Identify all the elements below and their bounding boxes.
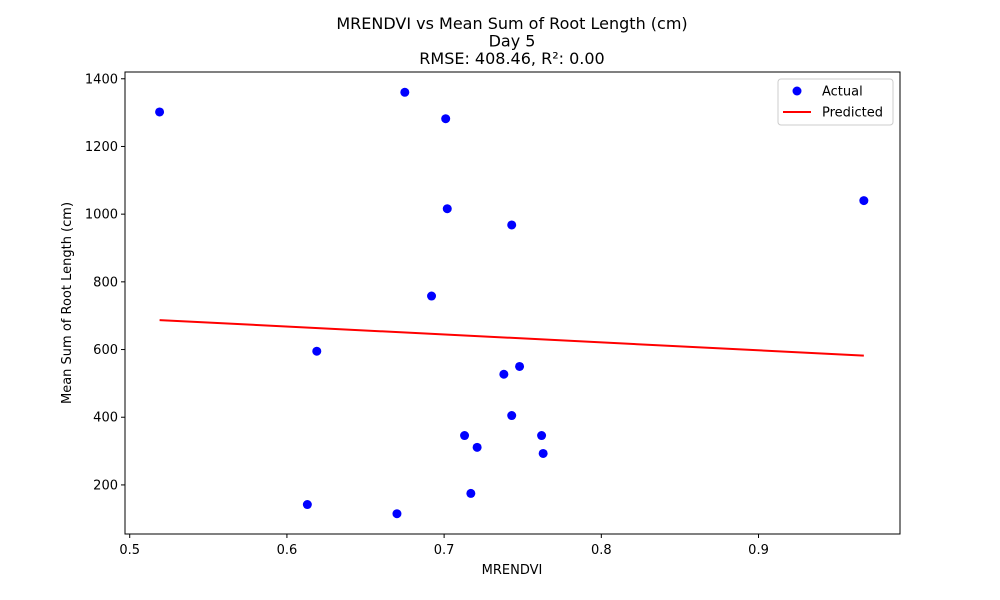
actual-data-point: [427, 291, 437, 301]
actual-data-point: [312, 346, 322, 356]
x-tick-label: 0.5: [119, 543, 140, 558]
y-tick-label: 1000: [85, 208, 118, 223]
predicted-line: [159, 319, 864, 357]
legend-marker-actual: [792, 86, 802, 96]
actual-data-point: [441, 114, 451, 124]
actual-data-point: [537, 431, 547, 441]
actual-data-point: [499, 369, 509, 379]
legend-box: [777, 78, 894, 126]
actual-data-point: [466, 488, 476, 498]
actual-data-point: [460, 431, 470, 441]
actual-data-point: [515, 361, 525, 371]
chart-title-line: Day 5: [489, 32, 536, 51]
actual-data-point: [392, 509, 402, 519]
x-tick-label: 0.6: [277, 543, 298, 558]
legend-label: Actual: [822, 85, 863, 100]
actual-data-point: [507, 411, 517, 421]
series-layer: [155, 87, 869, 519]
x-tick-label: 0.9: [748, 543, 769, 558]
x-axis-label: MRENDVI: [482, 563, 543, 578]
x-tick-label: 0.7: [434, 543, 455, 558]
actual-data-point: [400, 87, 410, 97]
y-tick-label: 600: [93, 343, 118, 358]
actual-data-point: [155, 107, 165, 117]
y-tick-label: 1200: [85, 140, 118, 155]
x-tick-label: 0.8: [591, 543, 612, 558]
plot-area: [124, 71, 901, 535]
chart-title: MRENDVI vs Mean Sum of Root Length (cm)D…: [336, 14, 687, 68]
actual-data-point: [859, 196, 869, 206]
actual-data-point: [538, 448, 548, 458]
legend-label: Predicted: [822, 106, 883, 121]
chart-title-line: MRENDVI vs Mean Sum of Root Length (cm): [336, 14, 687, 33]
y-tick-label: 800: [93, 275, 118, 290]
actual-data-point: [472, 442, 482, 452]
legend: Actual Predicted: [777, 78, 894, 126]
y-tick-label: 200: [93, 478, 118, 493]
actual-data-point: [302, 500, 312, 510]
y-axis-label: Mean Sum of Root Length (cm): [60, 202, 75, 404]
y-axis: 200 400 600 800 1000 1200 1400: [85, 72, 125, 493]
actual-data-point: [442, 204, 452, 214]
actual-data-point: [507, 220, 517, 230]
y-tick-label: 1400: [85, 72, 118, 87]
y-tick-label: 400: [93, 411, 118, 426]
chart-title-line: RMSE: 408.46, R²: 0.00: [419, 49, 604, 68]
x-axis: 0.5 0.6 0.7 0.8 0.9: [119, 534, 769, 558]
